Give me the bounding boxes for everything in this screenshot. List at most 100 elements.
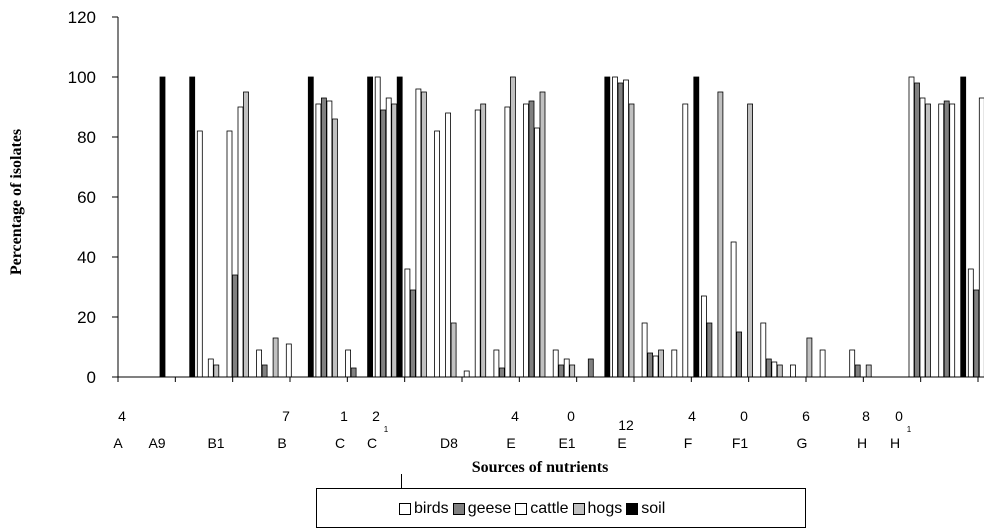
bar-geese	[943, 100, 950, 378]
x-tick-letter: F	[684, 435, 693, 451]
bar-hogs	[272, 337, 279, 378]
bar-geese	[320, 97, 327, 378]
x-tick-letter: B1	[207, 435, 224, 451]
bar-cattle	[919, 97, 926, 378]
chart-legend: birds geese cattle hogs soil	[316, 488, 806, 528]
legend-items: birds geese cattle hogs soil	[399, 500, 669, 518]
legend-label: hogs	[587, 500, 623, 517]
y-tick-label: 40	[77, 248, 96, 267]
bar-birds	[404, 268, 411, 378]
bar-birds	[938, 103, 945, 378]
bar-birds	[434, 130, 441, 378]
bar-hogs	[480, 103, 487, 378]
bar-soil	[693, 76, 700, 378]
bar-cattle	[474, 109, 481, 378]
legend-label: cattle	[530, 500, 569, 517]
bar-hogs	[243, 91, 249, 378]
bar-hogs	[776, 364, 783, 378]
x-tick-letter: G	[797, 435, 808, 451]
x-tick-number: 0	[567, 408, 575, 424]
bar-hogs	[509, 76, 516, 378]
x-tick-number: 8	[862, 408, 870, 424]
legend-connector-line	[401, 474, 402, 499]
y-tick-label: 0	[87, 368, 96, 387]
bar-birds	[641, 322, 648, 378]
bar-birds	[196, 130, 203, 378]
bar-soil	[189, 76, 196, 378]
bar-hogs	[747, 103, 753, 378]
bar-geese	[647, 352, 653, 378]
bar-geese	[409, 289, 416, 378]
x-tick-letter: A9	[148, 435, 165, 451]
x-tick-letter: F1	[732, 435, 749, 451]
bar-cattle	[207, 358, 214, 378]
bar-geese	[587, 358, 594, 378]
bar-birds	[790, 364, 796, 378]
bar-hogs	[331, 118, 338, 378]
bar-cattle	[504, 106, 511, 378]
y-axis-ticks: 0 20 40 60 80 100 120	[68, 8, 96, 387]
bar-series	[159, 76, 984, 378]
bar-cattle	[534, 127, 540, 378]
bar-birds	[671, 349, 678, 378]
bar-cattle	[415, 88, 422, 378]
y-tick-label: 80	[77, 128, 96, 147]
legend-item-soil: soil	[626, 500, 665, 518]
bar-soil	[396, 76, 403, 378]
bar-geese	[350, 367, 357, 378]
bar-hogs	[213, 364, 220, 378]
x-tick-letter: H	[890, 435, 900, 451]
bar-geese	[854, 364, 861, 378]
legend-swatch-birds	[399, 503, 411, 515]
bar-soil	[307, 76, 314, 378]
bar-birds	[612, 76, 618, 378]
bar-birds	[374, 76, 381, 378]
bar-birds	[730, 241, 737, 378]
bar-geese	[914, 82, 920, 378]
bar-geese	[617, 82, 624, 378]
bar-hogs	[658, 349, 664, 378]
x-tick-letter: A	[113, 435, 123, 451]
legend-item-birds: birds	[399, 500, 449, 518]
legend-swatch-geese	[452, 503, 465, 515]
legend-swatch-cattle	[515, 503, 528, 515]
y-tick-label: 100	[68, 68, 96, 87]
bar-birds	[523, 103, 529, 378]
x-tick-number: 0	[895, 408, 903, 424]
x-tick-letter: C	[367, 435, 377, 451]
x-tick-letter: C	[335, 435, 345, 451]
x-tick-number: 2	[372, 408, 380, 424]
bar-birds	[701, 295, 707, 378]
x-tick-number: 0	[740, 408, 748, 424]
x-tick-letter: E	[506, 435, 515, 451]
bar-soil	[960, 76, 967, 378]
bar-geese	[736, 331, 742, 378]
legend-item-hogs: hogs	[572, 500, 623, 518]
x-tick-number: 1	[340, 408, 348, 424]
legend-label: geese	[467, 500, 512, 517]
bar-birds	[345, 349, 352, 378]
bar-geese	[528, 100, 535, 378]
bar-hogs	[806, 337, 813, 378]
bar-birds	[463, 370, 470, 378]
x-tick-letter: B	[277, 435, 286, 451]
bar-cattle	[978, 97, 984, 378]
bar-birds	[226, 130, 233, 378]
bar-birds	[849, 349, 856, 378]
legend-label: soil	[641, 500, 666, 517]
y-tick-label: 60	[77, 188, 96, 207]
x-tick-number: 7	[282, 408, 290, 424]
bar-hogs	[569, 364, 576, 378]
y-tick-label: 20	[77, 308, 96, 327]
x-tick-superscript: 1	[907, 425, 912, 434]
bar-geese	[380, 109, 387, 378]
bar-cattle	[771, 361, 778, 378]
bar-birds	[819, 349, 826, 378]
bar-hogs	[450, 322, 457, 378]
x-tick-letter: E	[617, 435, 626, 451]
bar-cattle	[385, 97, 392, 378]
bar-hogs	[865, 364, 872, 378]
bar-geese	[706, 322, 713, 378]
